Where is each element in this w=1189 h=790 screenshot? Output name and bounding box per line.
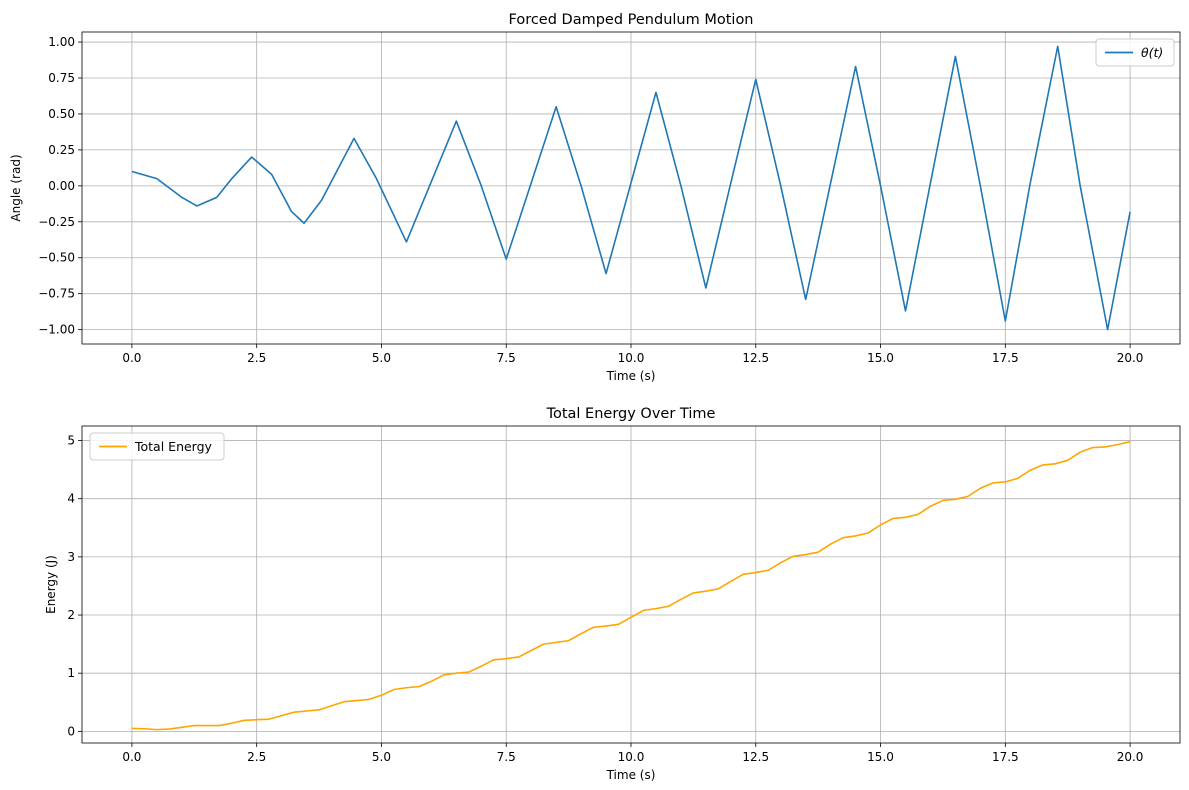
x-tick-label: 10.0 — [618, 351, 645, 365]
y-tick-label: −0.25 — [38, 215, 75, 229]
legend: Total Energy — [89, 432, 225, 461]
x-tick-label: 2.5 — [247, 750, 266, 764]
y-tick-label: 0 — [67, 724, 75, 738]
x-tick-label: 2.5 — [247, 351, 266, 365]
x-tick-label: 17.5 — [992, 351, 1019, 365]
y-tick-label: 0.75 — [48, 71, 75, 85]
y-tick-label: −1.00 — [38, 323, 75, 337]
x-tick-label: 20.0 — [1117, 351, 1144, 365]
x-tick-label: 5.0 — [372, 750, 391, 764]
x-tick-label: 17.5 — [992, 750, 1019, 764]
legend-label: θ(t) — [1141, 45, 1163, 60]
total-energy-chart: 0.0 2.5 5.0 7.5 10.0 12.5 15.0 17.5 20.0 0 1 2 3 4 5 To… — [44, 406, 1181, 782]
series-line — [131, 440, 1131, 731]
chart-title: Total Energy Over Time — [546, 406, 716, 422]
legend-box — [1095, 38, 1175, 67]
x-tick-label: 15.0 — [867, 750, 894, 764]
x-tick-label: 0.0 — [122, 351, 141, 365]
series-line — [131, 45, 1131, 331]
legend-label: Total Energy — [134, 439, 213, 454]
y-tick-label: 0.00 — [48, 179, 75, 193]
y-tick-label: 1.00 — [48, 35, 75, 49]
y-axis-label: Energy (J) — [44, 555, 58, 614]
y-tick-label: 0.25 — [48, 143, 75, 157]
x-tick-label: 7.5 — [497, 351, 516, 365]
legend: θ(t) — [1095, 38, 1175, 67]
legend-box — [89, 432, 225, 461]
x-tick-label: 12.5 — [742, 351, 769, 365]
y-tick-label: 3 — [67, 550, 75, 564]
x-axis-label: Time (s) — [606, 768, 656, 782]
pendulum-angle-chart: 0.0 2.5 5.0 7.5 10.0 12.5 15.0 17.5 20.0 −1.00 −0.… — [9, 12, 1181, 383]
y-tick-label: 5 — [67, 434, 75, 448]
x-axis-label: Time (s) — [606, 369, 656, 383]
y-tick-label: −0.50 — [38, 251, 75, 265]
y-tick-label: 4 — [67, 492, 75, 506]
x-tick-label: 10.0 — [618, 750, 645, 764]
y-axis-label: Angle (rad) — [9, 154, 23, 221]
x-tick-label: 20.0 — [1117, 750, 1144, 764]
x-tick-label: 7.5 — [497, 750, 516, 764]
x-tick-label: 15.0 — [867, 351, 894, 365]
y-tick-label: 1 — [67, 666, 75, 680]
y-tick-label: 2 — [67, 608, 75, 622]
chart-title: Forced Damped Pendulum Motion — [509, 12, 754, 28]
y-tick-label: −0.75 — [38, 287, 75, 301]
x-tick-label: 12.5 — [742, 750, 769, 764]
y-tick-label: 0.50 — [48, 107, 75, 121]
x-tick-label: 0.0 — [122, 750, 141, 764]
x-tick-label: 5.0 — [372, 351, 391, 365]
